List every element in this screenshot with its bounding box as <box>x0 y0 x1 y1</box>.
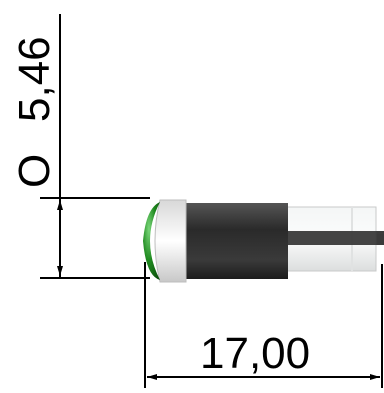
diameter-symbol: O <box>10 154 59 188</box>
led-lens <box>143 202 160 280</box>
led-body <box>186 203 288 279</box>
diameter-label: O 5,46 <box>10 36 59 188</box>
led-part <box>143 199 384 283</box>
led-collar <box>154 199 187 283</box>
diameter-value: 5,46 <box>10 36 59 122</box>
length-value: 17,00 <box>200 329 310 378</box>
